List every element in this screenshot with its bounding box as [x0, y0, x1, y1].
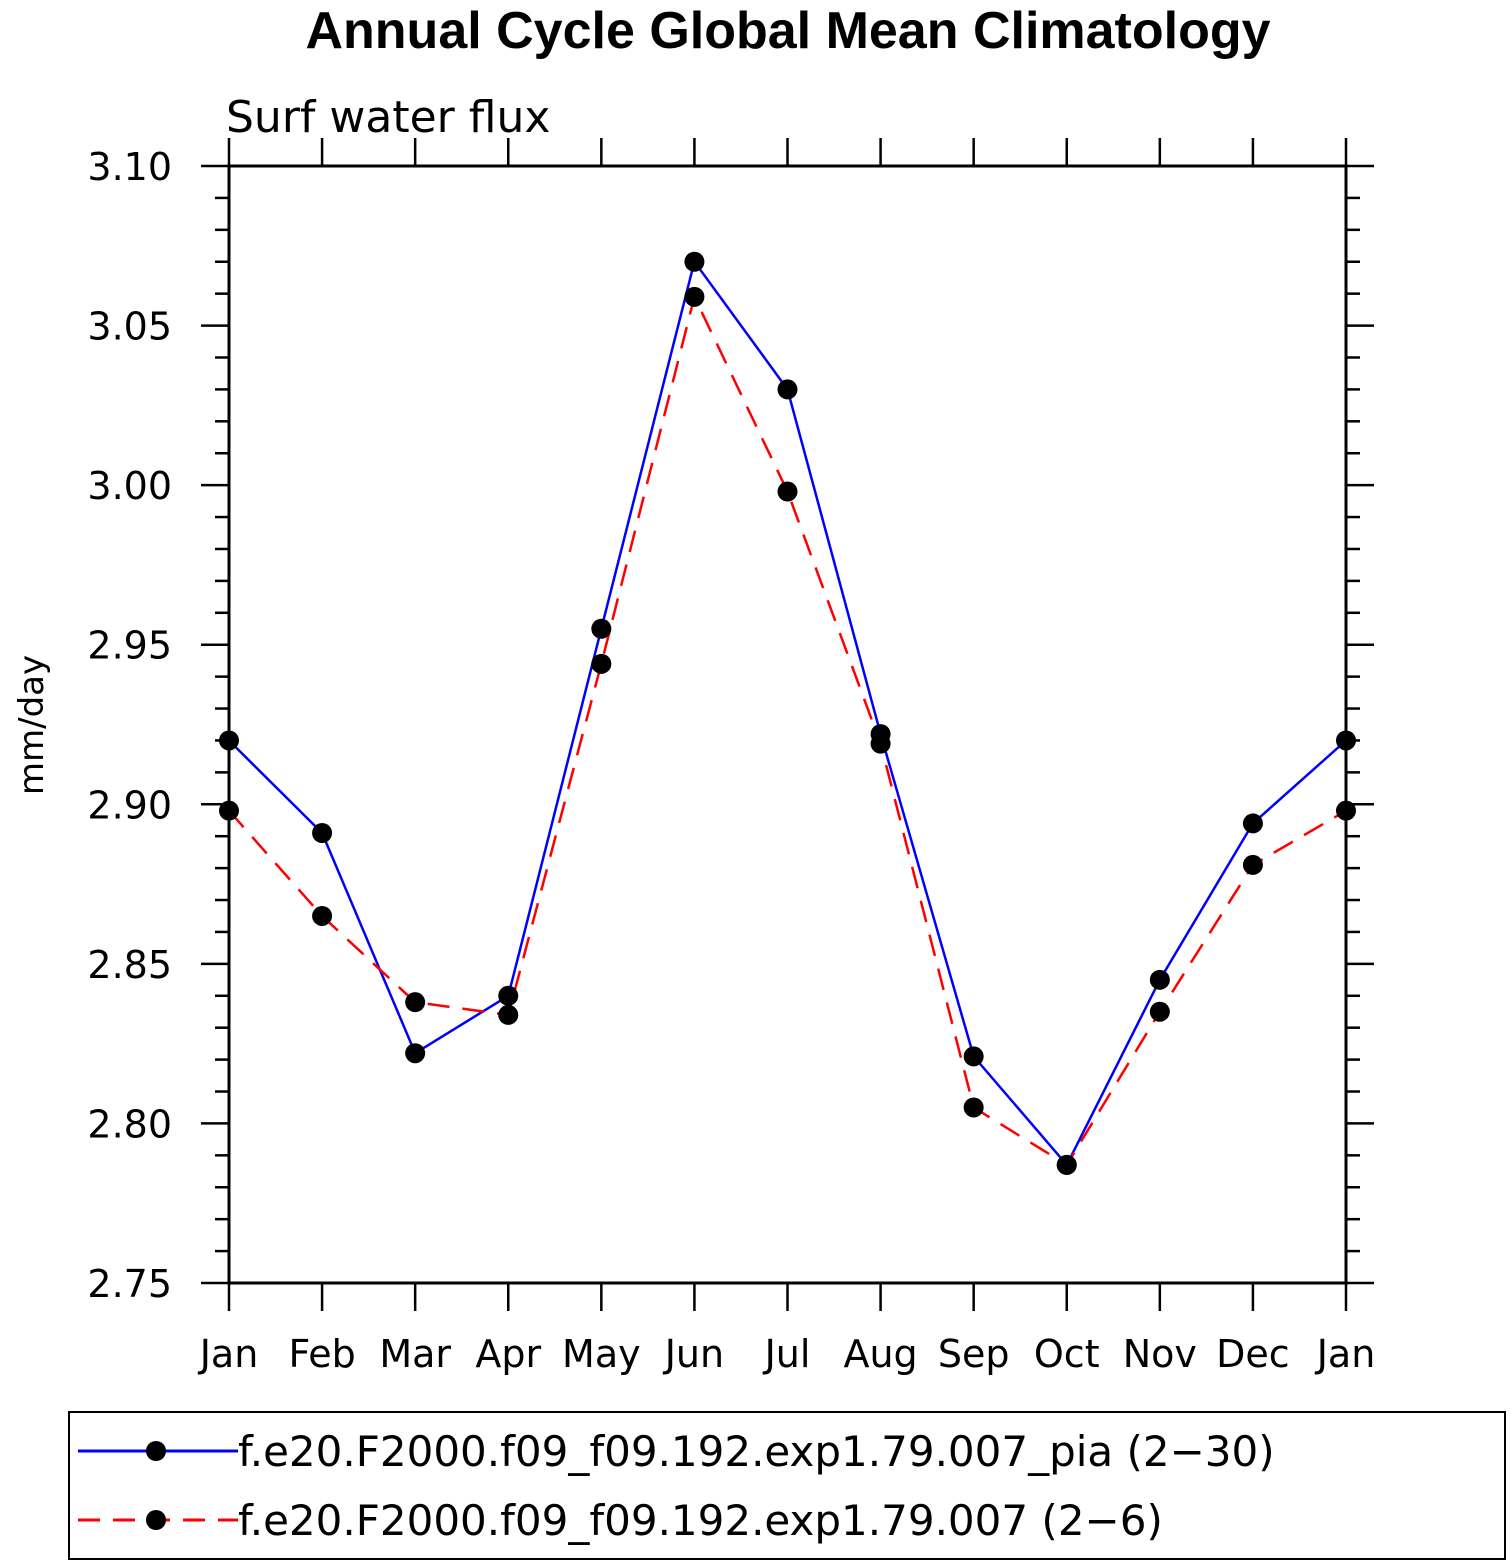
plot-frame [227, 164, 1348, 1285]
x-tick-label-oct: Oct [1034, 1332, 1100, 1376]
x-tick-label-aug: Aug [843, 1332, 917, 1376]
y-tick-label: 3.00 [87, 464, 172, 508]
y-axis-label: mm/day [12, 655, 52, 795]
series-1-point-dec [1242, 813, 1263, 834]
series-2-point-aug [870, 733, 891, 754]
series-1-point-nov [1149, 969, 1170, 990]
y-tick-label: 3.10 [87, 145, 172, 189]
series-2-point-dec [1242, 854, 1263, 875]
legend-marker-series-2 [146, 1510, 166, 1530]
series-1-point-apr [498, 985, 519, 1006]
y-tick-label: 2.75 [87, 1262, 172, 1306]
x-tick-label-jan: Jan [1315, 1332, 1376, 1376]
chart-title: Annual Cycle Global Mean Climatology [305, 2, 1270, 60]
x-tick-label-mar: Mar [379, 1332, 451, 1376]
series-2-point-jan [1336, 800, 1356, 821]
x-tick-label-jan: Jan [198, 1332, 259, 1376]
series-1-point-jan [219, 730, 239, 751]
axis-ticks: 2.75 2.80 2.85 2.90 2.95 3.00 3.05 3.10 Jan Feb Ma… [87, 138, 1375, 1376]
x-tick-label-apr: Apr [475, 1332, 541, 1376]
x-tick-label-jun: Jun [663, 1332, 724, 1376]
series-1-point-may [591, 618, 612, 639]
series-1-point-mar [405, 1043, 426, 1064]
series-2-point-apr [498, 1004, 519, 1025]
x-tick-label-nov: Nov [1123, 1332, 1197, 1376]
series-2-point-mar [405, 992, 426, 1013]
series-2-point-jul [777, 481, 798, 502]
y-tick-label: 2.95 [87, 624, 172, 668]
legend-label-series-2: f.e20.F2000.f09_f09.192.exp1.79.007 (2−6… [238, 1496, 1163, 1545]
series-layer [219, 251, 1356, 1175]
series-1-point-jul [777, 379, 798, 400]
y-tick-label: 3.05 [87, 305, 172, 349]
series-2-point-jun [684, 286, 705, 307]
x-tick-label-may: May [562, 1332, 641, 1376]
series-2-point-may [591, 653, 612, 674]
y-tick-label: 2.80 [87, 1102, 172, 1146]
series-line-2 [228, 293, 1347, 1167]
series-2-point-feb [312, 905, 333, 926]
series-1-point-jun [684, 251, 705, 272]
legend-label-series-1: f.e20.F2000.f09_f09.192.exp1.79.007_pia … [238, 1427, 1275, 1476]
series-1-point-jan [1336, 730, 1356, 751]
series-1-point-sep [963, 1046, 984, 1067]
series-2-point-sep [963, 1097, 984, 1118]
series-2-point-oct [1056, 1154, 1077, 1175]
x-tick-label-feb: Feb [288, 1332, 355, 1376]
legend-frame [68, 1411, 1506, 1560]
y-tick-label: 2.90 [87, 783, 172, 827]
series-2-point-nov [1149, 1001, 1170, 1022]
legend-marker-series-1 [146, 1441, 166, 1461]
series-1-point-feb [312, 823, 333, 844]
series-2-point-jan [219, 800, 239, 821]
legend: f.e20.F2000.f09_f09.192.exp1.79.007_pia … [68, 1411, 1506, 1560]
x-tick-label-jul: Jul [763, 1332, 811, 1376]
x-tick-label-dec: Dec [1216, 1332, 1290, 1376]
x-tick-label-sep: Sep [938, 1332, 1010, 1376]
chart-subtitle: Surf water flux [226, 92, 550, 143]
y-tick-label: 2.85 [87, 943, 172, 987]
